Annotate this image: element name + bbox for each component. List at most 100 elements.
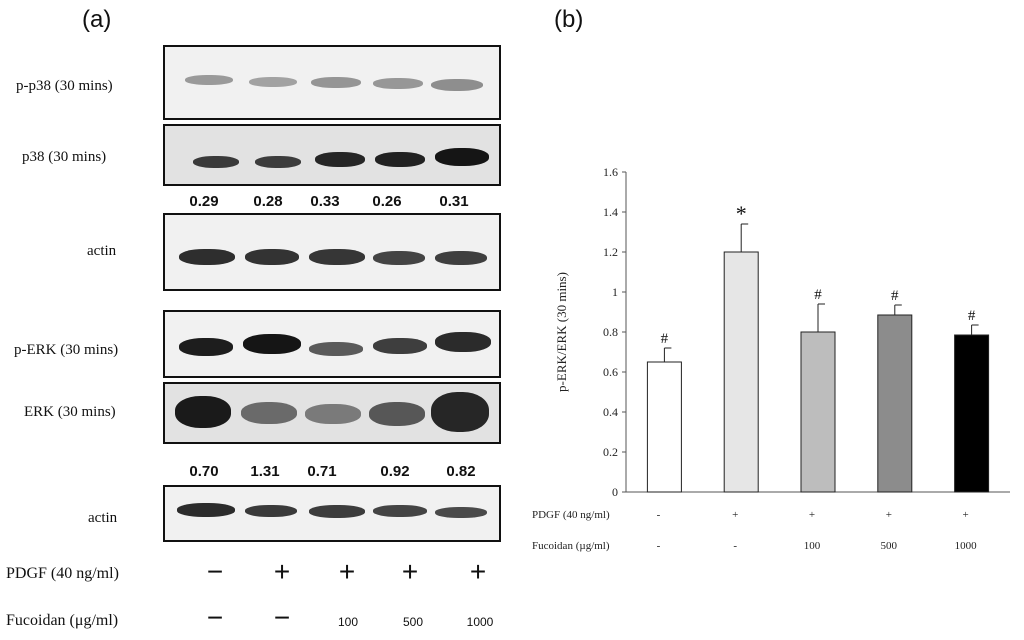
y-tick-label: 1.6: [603, 165, 618, 179]
y-tick-label: 0.2: [603, 445, 618, 459]
band: [179, 338, 233, 356]
pdgf-sign-1: −: [206, 556, 224, 587]
bar: [723, 251, 759, 493]
fucoidan-value-b: -: [733, 540, 737, 552]
y-tick-label: 0: [612, 485, 618, 499]
pdgf-sign-2: +: [273, 556, 291, 587]
blot-label-actin-2: actin: [88, 510, 118, 526]
chart-bars: # * # # #: [646, 201, 990, 493]
blot-p38: [163, 124, 501, 186]
ratio-p38-2: 0.28: [253, 193, 283, 210]
band: [373, 78, 423, 89]
ratio-p38-5: 0.31: [439, 193, 469, 210]
y-axis-label: p-ERK/ERK (30 mins): [554, 272, 569, 392]
band: [309, 249, 365, 265]
pdgf-value-b: -: [657, 509, 661, 521]
band: [245, 505, 297, 517]
band: [243, 334, 301, 354]
band: [311, 77, 361, 88]
fucoidan-label-b: Fucoidan (µg/ml): [532, 540, 610, 552]
blot-label-erk: ERK (30 mins): [24, 404, 116, 420]
band: [305, 404, 361, 424]
y-tick-label: 1.4: [603, 205, 618, 219]
fucoidan-value-b: 100: [804, 540, 821, 552]
y-tick-label: 0.6: [603, 365, 618, 379]
significance-mark: #: [661, 331, 669, 347]
blot-label-actin-1: actin: [87, 243, 117, 259]
band: [373, 251, 425, 265]
band: [375, 152, 425, 167]
fucoidan-value-b: 1000: [955, 540, 978, 552]
pdgf-label-b: PDGF (40 ng/ml): [532, 509, 610, 521]
significance-mark: *: [736, 201, 747, 226]
blot-label-p-erk: p-ERK (30 mins): [14, 342, 119, 358]
band: [315, 152, 365, 167]
fucoidan-value-b: -: [657, 540, 661, 552]
band: [309, 505, 365, 518]
band: [185, 75, 233, 85]
fucoidan-value-1: −: [206, 602, 224, 633]
blot-p-erk: [163, 310, 501, 378]
ratio-p38-3: 0.33: [310, 193, 340, 210]
significance-mark: #: [814, 287, 822, 303]
band: [179, 249, 235, 265]
bar: [954, 334, 990, 493]
pdgf-value-b: +: [809, 509, 815, 521]
ratio-erk-2: 1.31: [250, 463, 280, 480]
chart-treatment-rows: PDGF (40 ng/ml) Fucoidan (µg/ml) - + + + + - - 10…: [532, 509, 977, 552]
band: [193, 156, 239, 168]
pdgf-sign-5: +: [469, 556, 487, 587]
ratio-p38-4: 0.26: [372, 193, 402, 210]
blot-actin-1: [163, 213, 501, 291]
fucoidan-value-3: 100: [337, 615, 359, 629]
ratio-p38-1: 0.29: [189, 193, 219, 210]
bar: [877, 314, 913, 493]
band: [435, 332, 491, 352]
bar: [646, 361, 682, 493]
panel-b-letter: (b): [554, 6, 584, 33]
significance-mark: #: [968, 308, 976, 324]
pdgf-value-b: +: [732, 509, 738, 521]
band: [309, 342, 363, 356]
y-tick-label: 1: [612, 285, 618, 299]
pdgf-sign-4: +: [401, 556, 419, 587]
bar-chart: 0 0.2 0.4 0.6 0.8 1 1.2 1.4 1.6 p-ERK/ERK (30 min…: [532, 165, 1010, 552]
fucoidan-value-4: 500: [402, 615, 424, 629]
ratio-erk-3: 0.71: [307, 463, 337, 480]
blot-erk: [163, 382, 501, 444]
y-tick-label: 0.4: [603, 405, 618, 419]
band: [435, 507, 487, 518]
band: [435, 148, 489, 166]
band: [245, 249, 299, 265]
fucoidan-value-2: −: [273, 602, 291, 633]
ratio-erk-4: 0.92: [380, 463, 410, 480]
blot-label-p38: p38 (30 mins): [22, 149, 107, 165]
pdgf-sign-3: +: [338, 556, 356, 587]
band: [175, 396, 231, 428]
band: [241, 402, 297, 424]
fucoidan-value-b: 500: [881, 540, 898, 552]
bar: [800, 331, 836, 493]
ratio-erk-1: 0.70: [189, 463, 219, 480]
blot-p-p38: [163, 45, 501, 120]
band: [431, 392, 489, 432]
panel-a-letter: (a): [82, 6, 112, 33]
pdgf-value-b: +: [886, 509, 892, 521]
blot-label-p-p38: p-p38 (30 mins): [16, 78, 113, 94]
band: [177, 503, 235, 517]
band: [435, 251, 487, 265]
band: [369, 402, 425, 426]
band: [249, 77, 297, 87]
fucoidan-label-a: Fucoidan (μg/ml): [6, 612, 119, 629]
fucoidan-value-5: 1000: [466, 615, 494, 629]
y-tick-label: 0.8: [603, 325, 618, 339]
pdgf-value-b: +: [962, 509, 968, 521]
ratio-erk-5: 0.82: [446, 463, 476, 480]
band: [373, 338, 427, 354]
y-tick-label: 1.2: [603, 245, 618, 259]
band: [255, 156, 301, 168]
significance-mark: #: [891, 288, 899, 304]
chart-axes: 0 0.2 0.4 0.6 0.8 1 1.2 1.4 1.6 p-ERK/ERK (30 min…: [554, 165, 1010, 499]
blot-actin-2: [163, 485, 501, 542]
pdgf-label-a: PDGF (40 ng/ml): [6, 565, 119, 582]
